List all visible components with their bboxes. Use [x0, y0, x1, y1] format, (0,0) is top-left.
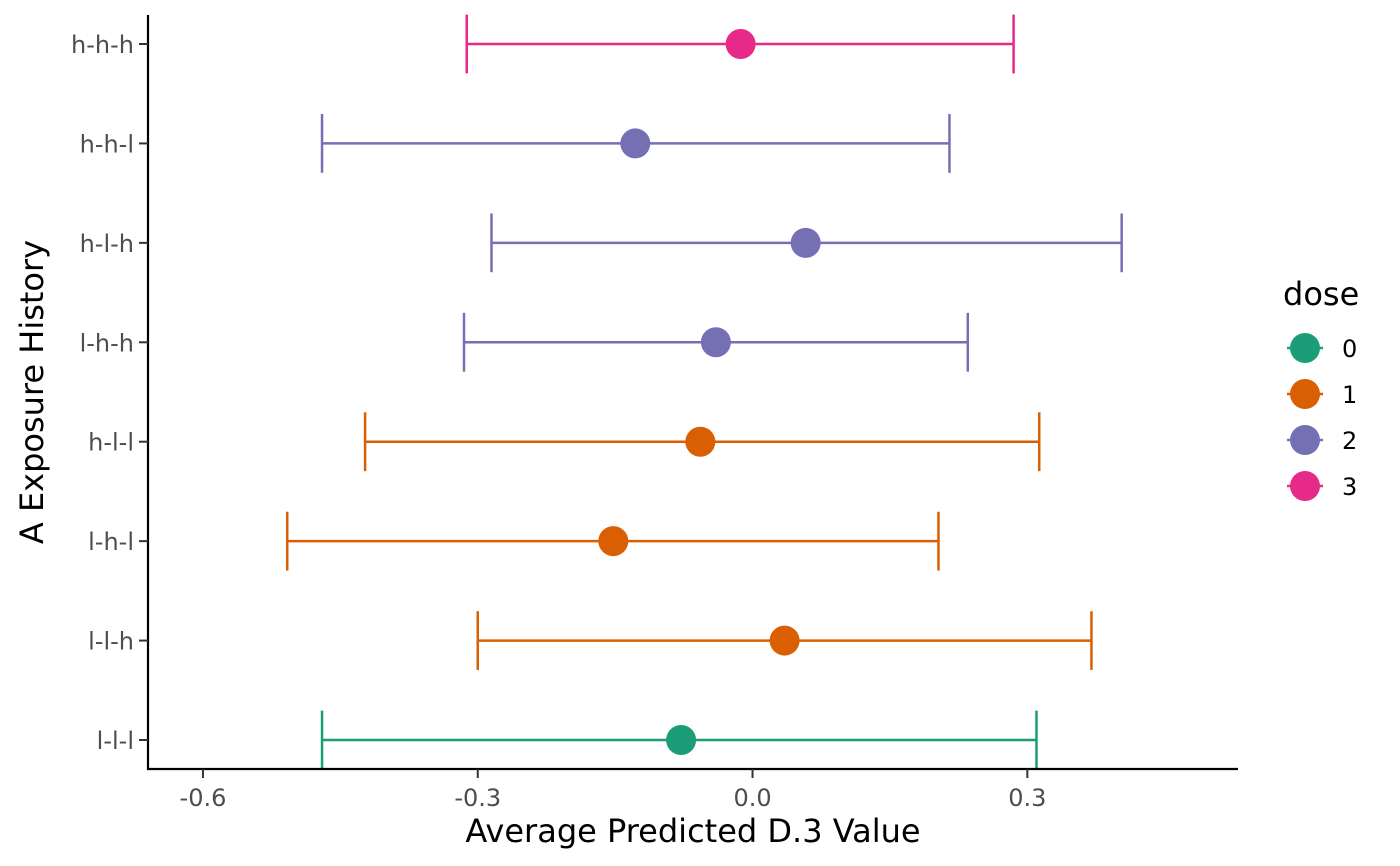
legend-item-label: 2	[1342, 427, 1357, 455]
legend-title: dose	[1283, 275, 1359, 313]
x-tick-label: -0.3	[454, 784, 501, 812]
legend-key-point	[1290, 379, 1320, 409]
y-tick-label: h-l-h	[80, 230, 134, 258]
legend-key-point	[1290, 333, 1320, 363]
data-point	[725, 29, 756, 59]
x-axis-ticks: -0.6 -0.3 0.0 0.3	[180, 769, 1046, 812]
y-tick-label: l-h-h	[80, 329, 134, 357]
y-axis-ticks: l-l-l l-l-h l-h-l h-l-l l-h-h h-l-h h-h-l h-h-h	[71, 31, 148, 755]
data-point	[666, 725, 697, 755]
plot-area	[285, 14, 1123, 770]
y-tick-label: h-h-h	[71, 31, 134, 59]
legend: dose 0 1 2 3	[1283, 275, 1359, 501]
x-tick-label: 0.3	[1008, 784, 1046, 812]
data-point	[685, 426, 716, 457]
data-point	[790, 227, 821, 258]
data-point	[598, 526, 629, 557]
legend-item-label: 3	[1342, 473, 1357, 501]
legend-key-point	[1290, 425, 1320, 455]
legend-key-point	[1290, 471, 1320, 501]
y-tick-label: l-l-h	[88, 628, 134, 656]
y-tick-label: l-l-l	[97, 727, 134, 755]
y-tick-label: h-h-l	[80, 130, 134, 158]
legend-item-label: 1	[1342, 381, 1357, 409]
y-axis-title: A Exposure History	[13, 240, 51, 544]
y-tick-label: h-l-l	[88, 429, 134, 457]
data-point	[700, 327, 731, 358]
data-point	[769, 625, 800, 656]
x-axis-title: Average Predicted D.3 Value	[465, 812, 920, 850]
x-tick-label: -0.6	[180, 784, 227, 812]
x-tick-label: 0.0	[733, 784, 771, 812]
legend-item-label: 0	[1342, 335, 1357, 363]
data-point	[620, 128, 651, 159]
y-tick-label: l-h-l	[88, 528, 134, 556]
